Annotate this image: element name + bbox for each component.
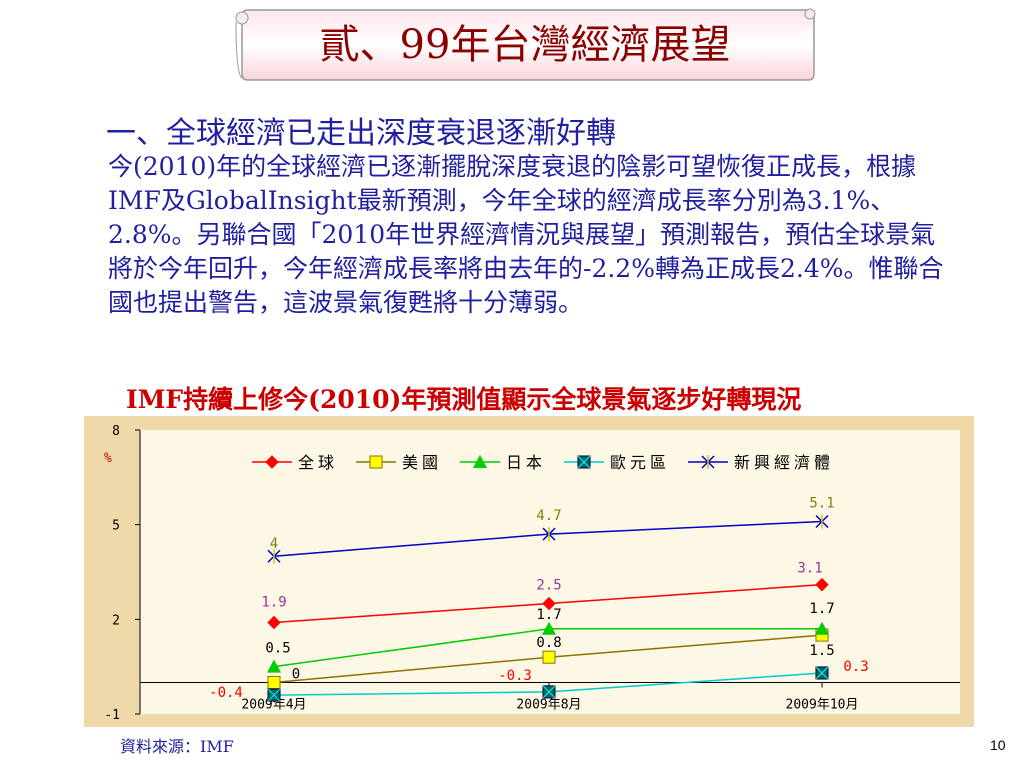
data-label: 0.3 [843, 659, 868, 675]
legend-label: 新興經濟體 [734, 453, 834, 472]
legend-item: 全球 [252, 453, 338, 472]
marker-square [267, 675, 281, 689]
data-label: 0.8 [536, 635, 561, 651]
marker-diamond [815, 577, 829, 592]
series-全球: 1.9 2.5 3.1 [261, 561, 829, 630]
data-label: 0.5 [265, 641, 290, 657]
marker-triangle [542, 621, 556, 635]
chart-svg: 852-1%2009年4月 2009年8月 2009年10月 1.92.53.100… [84, 416, 974, 727]
title-scroll-banner: 貳、99年台灣經濟展望 [232, 8, 818, 82]
y-tick-label: 5 [112, 519, 120, 534]
legend-item: 新興經濟體 [688, 453, 834, 472]
data-label: 1.9 [261, 594, 286, 610]
chart-title: IMF持續上修今(2010)年預測值顯示全球景氣逐步好轉現況 [126, 385, 802, 414]
x-tick-label: 2009年4月 [241, 697, 306, 712]
legend-label: 美國 [402, 453, 442, 472]
line-chart: 8 5 2 -1% 2009年4月 2009年8月 2009年10月 1.9 2.5 3.1 0 0… [84, 416, 974, 727]
y-axis-unit: % [104, 451, 112, 466]
marker-xsquare-stroke [542, 685, 556, 699]
series-新興經濟體: 4 4.7 5.1 [267, 496, 835, 564]
body-paragraph: 今(2010)年的全球經濟已逐漸擺脫深度衰退的陰影可望恢復正成長，根據IMF及G… [108, 152, 944, 317]
scroll-graphic [235, 8, 816, 81]
y-tick-label: 8 [112, 424, 120, 439]
marker-xsquare-stroke [577, 455, 591, 469]
data-label: 4 [270, 536, 278, 552]
data-label: -0.4 [209, 685, 243, 701]
plot-area [140, 430, 960, 714]
y-tick-label: 2 [112, 613, 120, 628]
source-note: 資料來源：IMF [120, 737, 234, 756]
legend-item: 日本 [460, 453, 546, 472]
marker-triangle [473, 455, 487, 468]
marker-xsquare-stroke [815, 666, 829, 680]
x-tick-label: 2009年10月 [786, 697, 859, 712]
marker-diamond [267, 615, 281, 630]
data-label: 4.7 [536, 508, 561, 524]
page-number: 10 [990, 737, 1006, 753]
legend-item: 歐元區 [564, 453, 670, 472]
section-heading: 一、全球經濟已走出深度衰退逐漸好轉 [106, 116, 616, 151]
page-title: 貳、99年台灣經濟展望 [319, 22, 731, 68]
marker-triangle [267, 659, 281, 673]
legend-label: 歐元區 [610, 453, 670, 472]
data-label: 1.5 [809, 643, 834, 659]
data-label: -0.3 [498, 668, 532, 684]
series-日本: 0.5 1.7 1.7 [265, 601, 835, 673]
legend-item: 美國 [356, 453, 442, 472]
legend-label: 全球 [298, 453, 338, 472]
data-label: 1.7 [536, 607, 561, 623]
marker-diamond [265, 455, 279, 469]
series-歐元區: -0.4 -0.3 0.3 [209, 659, 869, 702]
marker-triangle [815, 621, 829, 635]
y-tick-label: -1 [104, 708, 120, 723]
marker-square [542, 650, 556, 664]
marker-square [369, 455, 383, 469]
data-label: 0 [292, 666, 300, 682]
data-label: 5.1 [809, 496, 834, 512]
data-label: 1.7 [809, 601, 834, 617]
marker-xsquare-stroke [267, 688, 281, 702]
data-label: 3.1 [797, 561, 822, 577]
legend-label: 日本 [506, 453, 546, 472]
data-label: 2.5 [536, 578, 561, 594]
marker-diamond [542, 596, 556, 611]
x-tick-label: 2009年8月 [516, 697, 581, 712]
